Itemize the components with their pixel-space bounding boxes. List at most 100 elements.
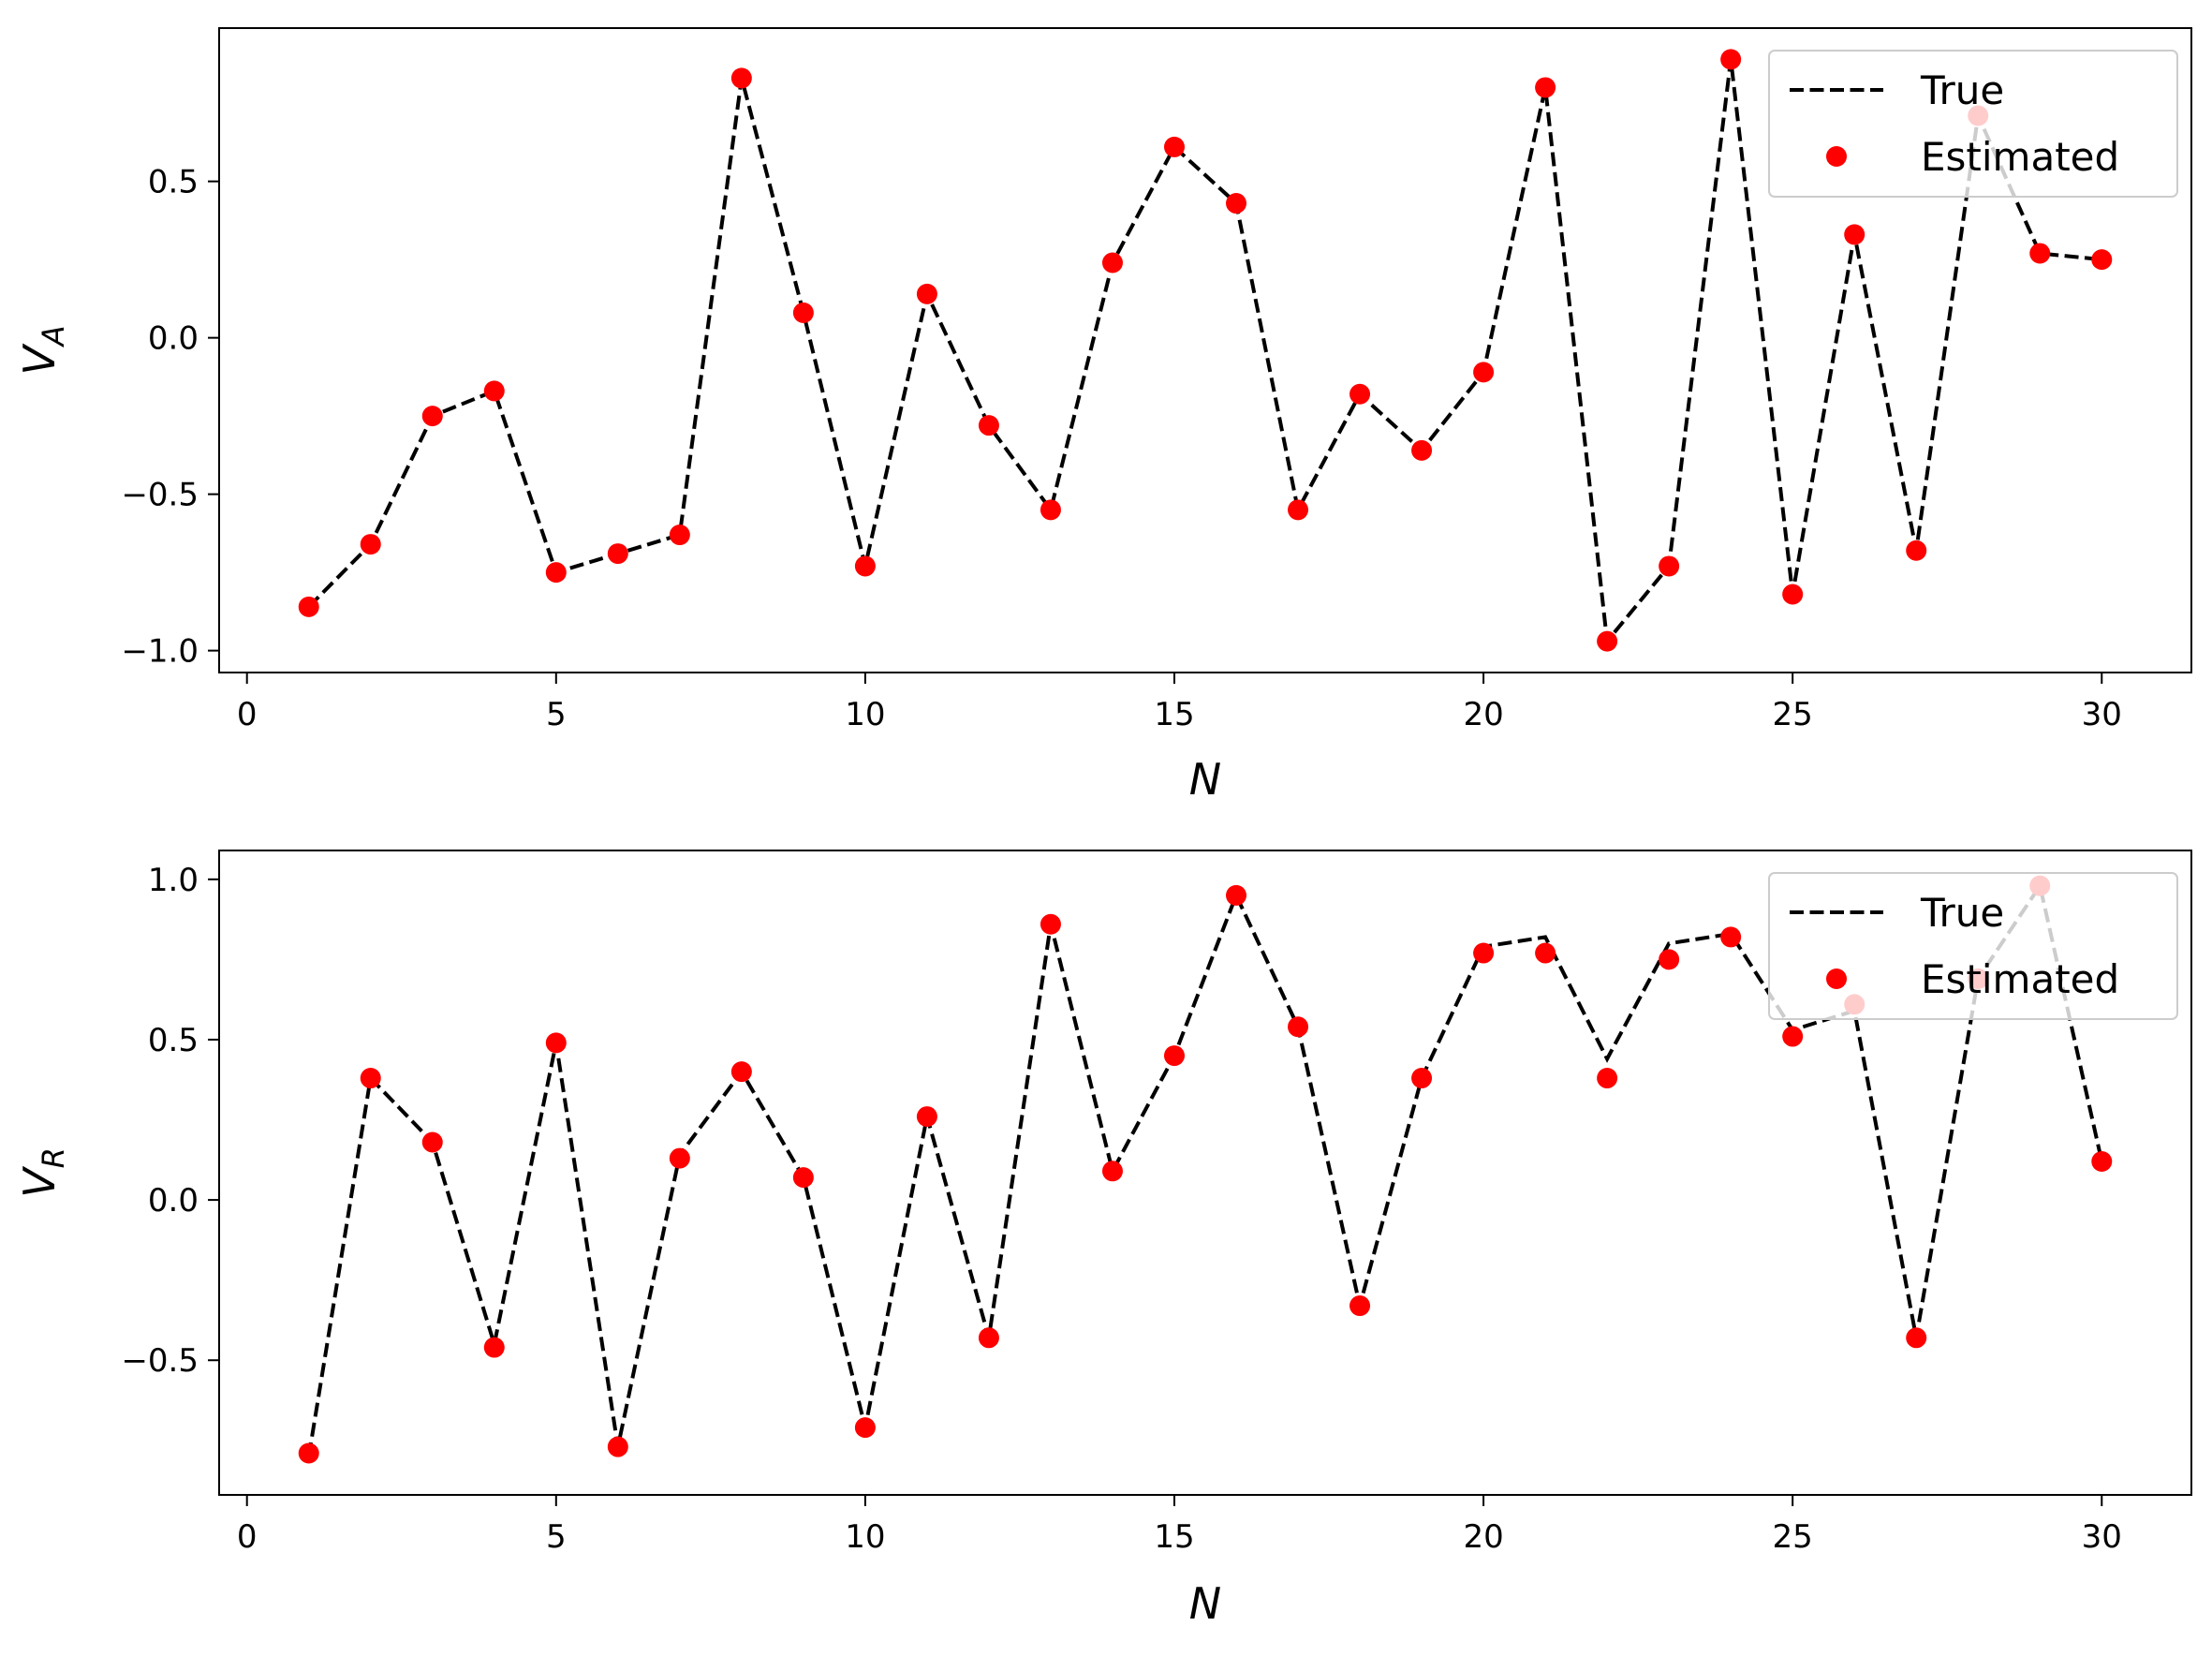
estimated-point (792, 302, 814, 323)
estimated-point (545, 1032, 567, 1054)
estimated-point (1473, 942, 1495, 964)
estimated-point (730, 67, 752, 89)
estimated-point (2029, 243, 2051, 264)
legend-estimated-label: Estimated (1921, 956, 2119, 1002)
x-tick-label: 20 (1463, 1518, 1503, 1556)
estimated-point (1782, 584, 1804, 605)
y-axis-label-main: V (14, 343, 65, 376)
estimated-point (854, 1417, 876, 1439)
estimated-point (854, 555, 876, 577)
estimated-point (1349, 383, 1371, 405)
y-tick-label: −0.5 (121, 477, 199, 514)
estimated-point (1597, 1068, 1618, 1089)
estimated-point (1659, 555, 1680, 577)
estimated-point (421, 1131, 443, 1153)
estimated-point (360, 534, 381, 555)
estimated-point (1349, 1295, 1371, 1317)
x-tick-label: 5 (546, 696, 567, 733)
estimated-point (916, 283, 937, 304)
estimated-point (1535, 77, 1556, 98)
estimated-point (1040, 913, 1061, 935)
y-axis-label: VR (14, 1147, 71, 1198)
estimated-point (1101, 1161, 1123, 1182)
y-tick-label: −1.0 (121, 633, 199, 671)
x-tick-label: 30 (2082, 1518, 2122, 1556)
estimated-point (1906, 1327, 1927, 1349)
legend-estimated-swatch (1826, 968, 1847, 989)
legend-true-label: True (1920, 890, 2004, 936)
estimated-point (421, 406, 443, 427)
estimated-point (792, 1167, 814, 1189)
legend-box (1768, 50, 2178, 198)
estimated-point (1411, 439, 1433, 461)
legend-estimated-swatch (1826, 146, 1847, 167)
estimated-point (1659, 949, 1680, 970)
estimated-point (360, 1068, 381, 1089)
x-tick-label: 10 (845, 696, 885, 733)
axes-frame (218, 27, 2192, 673)
x-tick-label: 20 (1463, 696, 1503, 733)
estimated-point (607, 1436, 628, 1457)
estimated-point (1288, 499, 1309, 521)
x-axis-label: N (1189, 1578, 1221, 1629)
x-tick-label: 15 (1154, 1518, 1194, 1556)
estimated-point (483, 1337, 505, 1358)
estimated-point (669, 525, 690, 546)
x-tick-label: 10 (845, 1518, 885, 1556)
estimated-point (1226, 884, 1247, 906)
estimated-point (1720, 49, 1742, 70)
y-tick-label: 0.0 (148, 1182, 199, 1220)
y-axis-label: VA (14, 325, 71, 375)
estimated-point (1040, 499, 1061, 521)
estimated-point (1163, 136, 1185, 157)
estimated-point (978, 415, 999, 436)
x-tick-label: 0 (237, 696, 258, 733)
y-tick-label: 1.0 (148, 862, 199, 899)
x-tick-label: 5 (546, 1518, 567, 1556)
estimated-point (2091, 249, 2113, 271)
y-tick-label: 0.5 (148, 164, 199, 201)
y-axis-label-subscript: A (36, 325, 71, 347)
estimated-point (298, 596, 319, 617)
estimated-point (1597, 630, 1618, 652)
estimated-point (1226, 193, 1247, 214)
x-tick-label: 30 (2082, 696, 2122, 733)
estimated-point (916, 1106, 937, 1128)
estimated-point (978, 1327, 999, 1349)
x-axis-label: N (1189, 754, 1221, 805)
x-tick-label: 15 (1154, 696, 1194, 733)
y-tick-label: 0.5 (148, 1022, 199, 1059)
true-series-line (307, 59, 2102, 646)
estimated-point (1101, 252, 1123, 274)
x-tick-label: 25 (1773, 1518, 1813, 1556)
estimated-point (483, 380, 505, 402)
y-axis-label-main: V (14, 1165, 65, 1198)
estimated-point (730, 1061, 752, 1083)
legend-estimated-label: Estimated (1921, 134, 2119, 180)
legend: True Estimated (1768, 872, 2178, 1020)
legend: True Estimated (1768, 50, 2178, 198)
estimated-point (545, 562, 567, 584)
estimated-point (1535, 942, 1556, 964)
estimated-point (1720, 926, 1742, 948)
x-tick-label: 25 (1773, 696, 1813, 733)
axes-frame (218, 850, 2192, 1496)
estimated-point (1782, 1026, 1804, 1047)
estimated-point (1906, 540, 1927, 561)
y-tick-label: −0.5 (121, 1342, 199, 1380)
legend-box (1768, 872, 2178, 1020)
estimated-point (1288, 1016, 1309, 1038)
estimated-point (607, 543, 628, 565)
estimated-point (1844, 224, 1865, 245)
top-panel-va: 0 5 10 15 20 25 30 −1.0 −0.5 0.0 0.5 N VA True Estimat… (14, 27, 2192, 805)
true-series-line (306, 880, 2104, 1457)
estimated-point (669, 1147, 690, 1169)
legend-true-label: True (1920, 67, 2004, 113)
x-tick-label: 0 (237, 1518, 258, 1556)
y-axis-label-subscript: R (36, 1147, 71, 1168)
estimated-point (1473, 362, 1495, 383)
estimated-point (298, 1442, 319, 1464)
estimated-point (2091, 1151, 2113, 1173)
